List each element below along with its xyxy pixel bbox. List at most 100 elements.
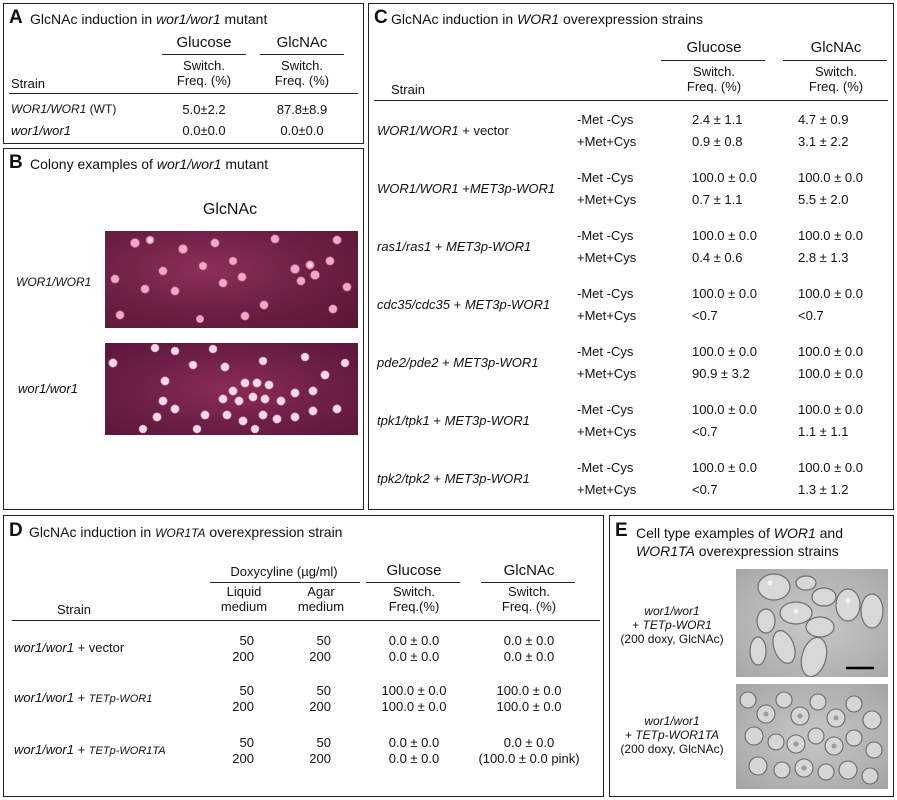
construct-italic: MET3p-WOR1 xyxy=(444,471,530,486)
glucose-value: 0.0 ± 0.0 xyxy=(388,633,440,648)
glcnac-value: 0.0 ± 0.0 xyxy=(503,649,555,664)
header-rule xyxy=(783,60,887,61)
glcnac-value: 87.8±8.9 xyxy=(276,102,328,117)
colony-photo-wt xyxy=(105,231,358,328)
glucose-value: 0.7 ± 1.1 xyxy=(692,192,743,207)
strain-italic: wor1/wor1 xyxy=(14,640,74,655)
glcnac-value: 100.0 ± 0.0 xyxy=(798,286,863,301)
strain-suffix: + xyxy=(431,239,447,254)
cell-photo-wor1 xyxy=(736,569,888,677)
strain-label: wor1/wor1 + vector xyxy=(14,640,124,655)
strain-label: wor1/wor1 xyxy=(11,123,71,138)
glcnac-value: 100.0 ± 0.0 xyxy=(798,460,863,475)
col-header-glucose: Glucose xyxy=(386,562,442,579)
condition-text: (200 doxy, GlcNAc) xyxy=(620,742,724,756)
strain-italic: pde2/pde2 xyxy=(377,355,439,370)
glcnac-value: 100.0 ± 0.0 xyxy=(496,699,562,714)
glucose-value: 100.0 ± 0.0 xyxy=(692,344,757,359)
switch-freq-label: Switch. Freq. (%) xyxy=(262,58,342,88)
strain-header: Strain xyxy=(391,82,425,97)
sub-line: Freq. (%) xyxy=(176,73,232,88)
panel-title: GlcNAc induction in wor1/wor1 mutant xyxy=(30,11,267,27)
doxy-header: Doxycyline (µg/ml) xyxy=(230,564,338,579)
glucose-value: 100.0 ± 0.0 xyxy=(692,402,757,417)
glcnac-value: 100.0 ± 0.0 xyxy=(496,683,562,698)
strain-header: Strain xyxy=(11,76,45,91)
col-header-glucose: Glucose xyxy=(686,39,742,56)
title-italic: WOR1TA xyxy=(636,543,695,559)
sub-line: Liquid xyxy=(226,584,262,599)
strain-label: cdc35/cdc35 + MET3p-WOR1 xyxy=(377,297,550,312)
title-text: GlcNAc induction in xyxy=(391,11,518,27)
glcnac-value: 100.0 ± 0.0 xyxy=(798,366,863,381)
glucose-value: 0.0 ± 0.0 xyxy=(388,735,440,750)
glcnac-value: 1.3 ± 1.2 xyxy=(798,482,849,497)
glucose-value: 90.9 ± 3.2 xyxy=(692,366,750,381)
sub-line: Freq. (%) xyxy=(808,79,864,94)
liquid-medium-label: Liquid medium xyxy=(209,584,279,614)
sub-line: Switch. xyxy=(281,58,323,73)
construct-italic: MET3p-WOR1 xyxy=(444,413,530,428)
table-rule xyxy=(9,93,358,94)
header-rule xyxy=(210,582,360,583)
panel-title: GlcNAc induction in WOR1TA overexpressio… xyxy=(29,524,342,540)
agar-dose: 200 xyxy=(309,751,331,766)
cell-shapes xyxy=(739,691,883,785)
glucose-value: 100.0 ± 0.0 xyxy=(692,460,757,475)
row-label: wor1/wor1 xyxy=(18,381,78,396)
panel-e: E Cell type examples of WOR1 and WOR1TA … xyxy=(609,515,894,797)
title-italic: WOR1 xyxy=(773,525,816,541)
glucose-value: 0.0±0.0 xyxy=(182,123,226,138)
sub-line: Agar xyxy=(307,584,335,599)
construct-italic: TETp-WOR1TA xyxy=(88,745,166,757)
glcnac-value: 3.1 ± 2.2 xyxy=(798,134,849,149)
strain-suffix: + xyxy=(73,690,89,705)
title-text: overexpression strains xyxy=(694,543,839,559)
strain-suffix: + xyxy=(429,471,445,486)
panel-c: C GlcNAc induction in WOR1 overexpressio… xyxy=(368,3,894,510)
cell-shapes xyxy=(749,573,884,677)
title-text: Cell type examples of xyxy=(636,525,774,541)
condition-label: -Met -Cys xyxy=(577,402,634,417)
liquid-dose: 200 xyxy=(232,699,254,714)
strain-label: WOR1/WOR1 (WT) xyxy=(11,102,116,116)
glucose-value: 100.0 ± 0.0 xyxy=(381,699,447,714)
title-italic: wor1/wor1 xyxy=(156,11,221,27)
sub-line: Switch. xyxy=(815,64,857,79)
strain-italic: TETp-WOR1TA xyxy=(635,728,720,742)
glcnac-value: (100.0 ± 0.0 pink) xyxy=(478,751,580,766)
strain-label: wor1/wor1 + TETp-WOR1 xyxy=(14,690,152,705)
liquid-dose: 50 xyxy=(239,633,254,648)
colony-dots xyxy=(108,343,350,434)
header-rule xyxy=(366,582,460,583)
glcnac-value: 2.8 ± 1.3 xyxy=(798,250,849,265)
strain-label: tpk2/tpk2 + MET3p-WOR1 xyxy=(377,471,530,486)
condition-label: +Met+Cys xyxy=(577,424,637,439)
glcnac-value: 5.5 ± 2.0 xyxy=(798,192,849,207)
panel-title: GlcNAc induction in WOR1 overexpression … xyxy=(391,11,703,27)
glucose-value: 0.0 ± 0.0 xyxy=(388,649,440,664)
glucose-value: 0.4 ± 0.6 xyxy=(692,250,743,265)
col-header-glcnac: GlcNAc xyxy=(810,39,862,56)
glucose-value: <0.7 xyxy=(692,308,718,323)
strain-suffix: + xyxy=(450,297,465,312)
title-italic: WOR1 xyxy=(517,11,560,27)
condition-label: -Met -Cys xyxy=(577,170,634,185)
strain-suffix: (WT) xyxy=(86,102,117,116)
title-italic: WOR1TA xyxy=(155,526,206,540)
glcnac-value: 100.0 ± 0.0 xyxy=(798,344,863,359)
cell-row-label: wor1/wor1 + TETp-WOR1 (200 doxy, GlcNAc) xyxy=(612,604,732,646)
sub-line: Freq.(%) xyxy=(388,599,440,614)
col-header-glcnac: GlcNAc xyxy=(276,34,328,51)
title-text: GlcNAc induction in xyxy=(30,11,157,27)
title-italic: wor1/wor1 xyxy=(156,156,222,172)
construct-italic: TETp-WOR1 xyxy=(88,693,153,705)
header-rule xyxy=(260,54,344,55)
strain-label: WOR1/WOR1 + vector xyxy=(377,123,509,138)
row-label-italic: WOR1/WOR1 xyxy=(16,275,92,289)
switch-freq-label: Switch. Freq. (%) xyxy=(484,584,574,614)
strain-suffix: + xyxy=(73,742,89,757)
sub-line: Freq. (%) xyxy=(686,79,742,94)
switch-freq-label: Switch. Freq. (%) xyxy=(664,64,764,94)
switch-freq-label: Switch. Freq. (%) xyxy=(786,64,886,94)
